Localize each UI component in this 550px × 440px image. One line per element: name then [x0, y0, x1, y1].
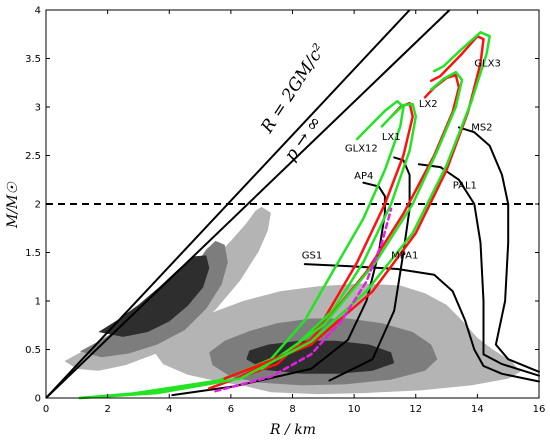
y-axis-label: M/M☉ [5, 181, 21, 229]
y-tick-label: 1 [35, 297, 41, 308]
reference-line-1 [45, 9, 451, 399]
curve-label-glx3: GLX3 [474, 58, 501, 69]
x-tick-label: 10 [348, 404, 361, 415]
series-line-9 [260, 70, 464, 371]
y-tick-label: 2.5 [25, 151, 41, 162]
x-tick-label: 6 [228, 404, 234, 415]
series-line-4 [457, 126, 540, 373]
confidence-region-4 [246, 340, 395, 374]
curve-label-lx1: LX1 [382, 132, 401, 143]
reference-lines [45, 9, 539, 399]
x-tick-label: 12 [409, 404, 422, 415]
x-tick-label: 14 [471, 404, 484, 415]
y-tick-label: 1.5 [25, 248, 41, 259]
x-tick-label: 16 [533, 404, 546, 415]
curve-labels: GS1 AP4 MPA1 PAL1 MS2 GLX12 LX1 LX2 GLX3 [302, 58, 501, 261]
series-line-1 [171, 181, 386, 397]
axis-ticks: 0 2 4 6 8 10 12 14 16 0 0.5 1 1.5 2 2.5 3 3.5 4 [25, 6, 545, 416]
y-tick-label: 0 [35, 394, 41, 405]
y-tick-label: 4 [35, 6, 41, 17]
series-line-11 [78, 31, 491, 400]
confidence-region-5 [98, 255, 210, 337]
curve-label-ms2: MS2 [471, 122, 492, 133]
curve-label-mpa1: MPA1 [391, 250, 418, 261]
x-tick-label: 8 [289, 404, 295, 415]
x-axis-label: R / km [269, 422, 316, 438]
y-tick-label: 2 [35, 200, 41, 211]
x-tick-label: 4 [166, 404, 172, 415]
curve-label-pal1: PAL1 [453, 180, 477, 191]
curve-label-lx2: LX2 [419, 99, 438, 110]
y-tick-label: 0.5 [25, 345, 41, 356]
curve-label-glx12: GLX12 [345, 144, 378, 155]
eos-curves [78, 31, 540, 400]
y-tick-label: 3 [35, 103, 41, 114]
x-tick-label: 2 [104, 404, 110, 415]
series-line-10 [223, 34, 485, 380]
curve-label-ap4: AP4 [354, 171, 373, 182]
curve-label-gs1: GS1 [302, 250, 322, 261]
x-tick-label: 0 [43, 404, 49, 415]
series-line-12 [214, 207, 393, 393]
y-tick-label: 3.5 [25, 54, 41, 65]
label-causality: p → ∞ [281, 112, 326, 165]
